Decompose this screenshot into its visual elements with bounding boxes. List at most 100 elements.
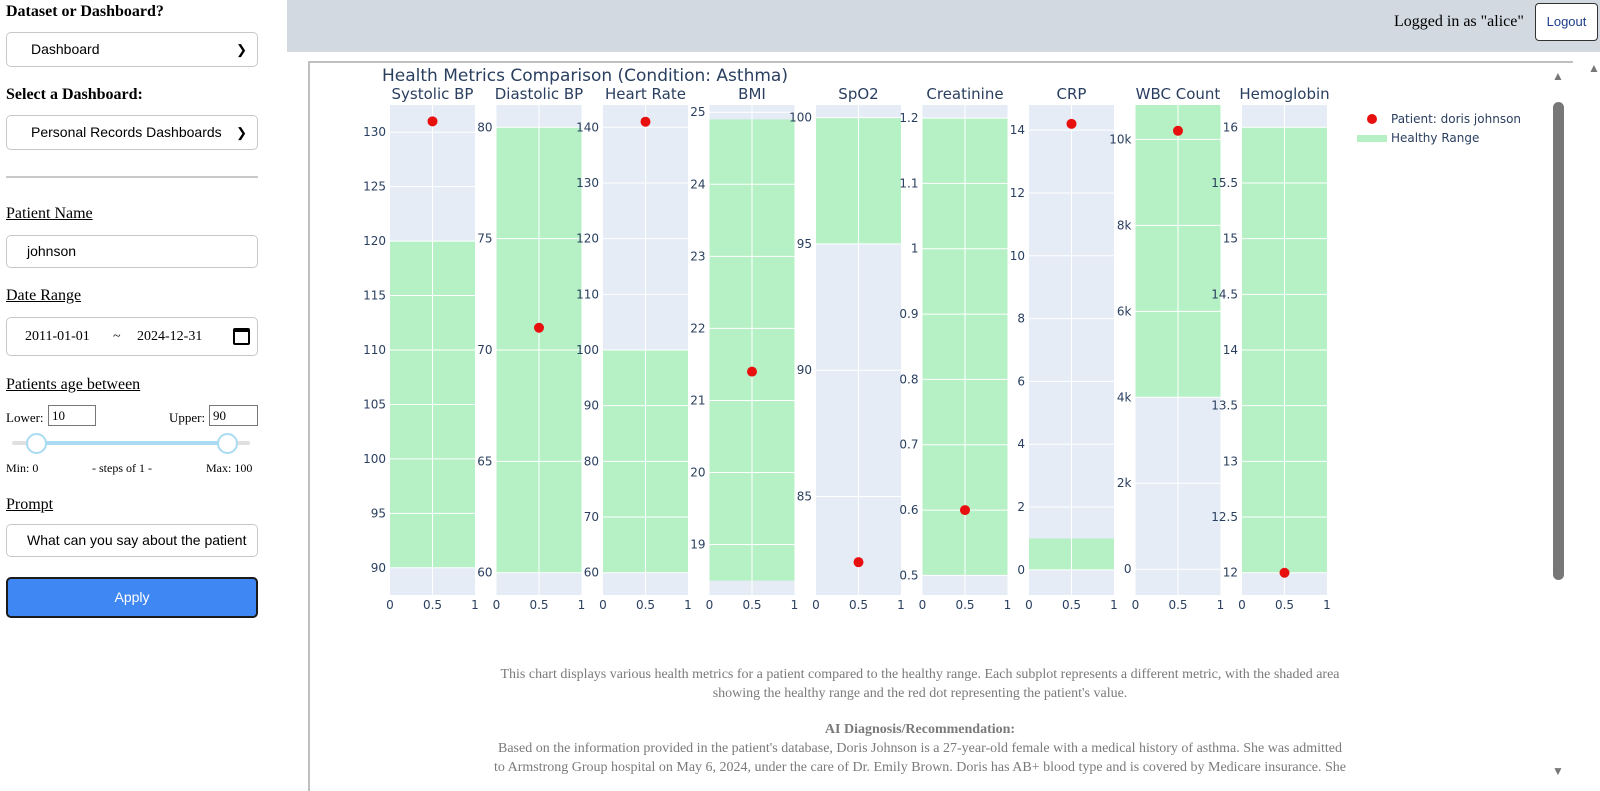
y-tick-label: 12 (1010, 186, 1025, 200)
y-tick-label: 6k (1117, 304, 1132, 318)
y-tick-label: 0.8 (899, 372, 918, 386)
y-tick-label: 14 (1010, 123, 1025, 137)
y-tick-label: 85 (797, 489, 812, 503)
age-slider-upper-handle[interactable] (217, 433, 238, 454)
x-tick-label: 0.5 (955, 598, 974, 612)
date-end[interactable]: 2024-12-31 (137, 329, 203, 344)
y-tick-label: 13.5 (1211, 399, 1238, 413)
y-tick-label: 60 (584, 566, 599, 580)
x-tick-label: 0.5 (1168, 598, 1187, 612)
lower-label: Lower: (6, 410, 44, 425)
patient-point (747, 366, 757, 377)
x-tick-label: 0 (1238, 598, 1246, 612)
chart-description-line-1: This chart displays various health metri… (500, 667, 1340, 682)
subplot-wbc-count: 0 2k 4k 6k 8k 10k 0 0.5 1 WBC Count (1109, 85, 1224, 612)
y-tick-label: 0.6 (899, 503, 918, 517)
subplot-heart-rate: 60 70 80 90 100 110 120 130 140 0 0.5 1 Heart Rate (576, 85, 692, 612)
y-tick-label: 4 (1017, 437, 1025, 451)
chart-legend[interactable]: Patient: doris johnson Healthy Range (1357, 112, 1521, 145)
y-tick-label: 16 (1223, 120, 1238, 134)
legend-healthy-label: Healthy Range (1391, 131, 1479, 145)
calendar-icon[interactable] (233, 328, 250, 345)
x-tick-label: 0.5 (529, 598, 548, 612)
y-tick-label: 24 (690, 177, 705, 191)
y-tick-label: 22 (690, 321, 705, 335)
subplot-title: BMI (738, 85, 766, 103)
dataset-dashboard-select-value: Dashboard (31, 41, 100, 57)
y-tick-label: 2k (1117, 476, 1132, 490)
y-tick-label: 0.9 (899, 307, 918, 321)
y-tick-label: 95 (371, 506, 386, 520)
subplot-title: WBC Count (1136, 85, 1221, 103)
lower-age-input[interactable]: 10 (48, 405, 96, 426)
y-tick-label: 120 (363, 234, 386, 248)
y-tick-label: 75 (477, 232, 492, 246)
y-tick-label: 21 (690, 393, 705, 407)
y-tick-label: 14 (1223, 343, 1238, 357)
x-tick-label: 0.5 (423, 598, 442, 612)
ai-diagnosis-title: AI Diagnosis/Recommendation: (824, 722, 1016, 737)
patient-name-input[interactable]: johnson (6, 235, 258, 268)
y-tick-label: 140 (576, 120, 599, 134)
logged-in-text: Logged in as "alice" (1394, 13, 1524, 30)
date-range-label: Date Range (6, 287, 82, 304)
subplot-title: Hemoglobin (1239, 85, 1329, 103)
legend-healthy-marker (1357, 135, 1387, 142)
y-tick-label: 80 (477, 120, 492, 134)
date-start[interactable]: 2011-01-01 (25, 329, 90, 344)
y-tick-label: 80 (584, 454, 599, 468)
date-range-picker[interactable]: 2011-01-01 ~ 2024-12-31 (6, 317, 258, 356)
y-tick-label: 25 (690, 105, 705, 119)
subplot-diastolic-bp: 60 65 70 75 80 0 0.5 1 Diastolic BP (477, 85, 585, 612)
y-tick-label: 110 (363, 343, 386, 357)
chart-title: Health Metrics Comparison (Condition: As… (382, 66, 788, 86)
x-tick-label: 0.5 (1275, 598, 1294, 612)
y-tick-label: 90 (371, 561, 386, 575)
age-range-label: Patients age between (6, 376, 141, 393)
patient-point (1173, 125, 1183, 136)
patient-point (534, 322, 544, 333)
top-bar (287, 0, 1600, 52)
x-tick-label: 1 (1323, 598, 1331, 612)
y-tick-label: 1 (911, 242, 919, 256)
subplot-crp: 0 2 4 6 8 10 12 14 0 0.5 1 CRP (1010, 85, 1118, 612)
x-tick-label: 0 (919, 598, 927, 612)
y-tick-label: 10 (1010, 249, 1025, 263)
subplot-title: Diastolic BP (495, 85, 583, 103)
subplot-bmi: 19 20 21 22 23 24 25 0 0.5 1 BMI (690, 85, 798, 612)
x-tick-label: 1 (791, 598, 799, 612)
y-tick-label: 15 (1223, 232, 1238, 246)
x-tick-label: 1 (1217, 598, 1225, 612)
y-tick-label: 19 (690, 538, 705, 552)
panel-scroll-up-icon[interactable]: ▲ (1552, 69, 1564, 83)
y-tick-label: 0.5 (899, 568, 918, 582)
panel-scrollbar-thumb[interactable] (1553, 102, 1564, 580)
y-tick-label: 13 (1223, 454, 1238, 468)
page-scroll-up-icon[interactable]: ▲ (1588, 61, 1600, 75)
slider-min-label: Min: 0 (6, 461, 39, 475)
panel-scroll-down-icon[interactable]: ▼ (1552, 764, 1564, 778)
y-tick-label: 1.2 (899, 111, 918, 125)
sidebar: Dataset or Dashboard? Dashboard ❯ Select… (0, 0, 287, 791)
prompt-input[interactable]: What can you say about the patient (6, 524, 258, 557)
patient-point (640, 116, 651, 127)
age-slider-lower-handle[interactable] (26, 433, 47, 454)
y-tick-label: 115 (363, 289, 386, 303)
y-tick-label: 8 (1017, 312, 1025, 326)
y-tick-label: 105 (363, 397, 386, 411)
subplot-title: SpO2 (838, 85, 878, 103)
dashboard-select[interactable]: Personal Records Dashboards ❯ (6, 115, 258, 150)
upper-age-input[interactable]: 90 (209, 405, 258, 426)
chevron-down-icon: ❯ (236, 125, 247, 140)
upper-label: Upper: (169, 410, 206, 425)
health-metrics-chart: Health Metrics Comparison (Condition: As… (363, 66, 1521, 612)
x-tick-label: 0 (1025, 598, 1033, 612)
y-tick-label: 120 (576, 232, 599, 246)
logout-button[interactable]: Logout (1535, 3, 1598, 41)
apply-button[interactable]: Apply (6, 577, 258, 618)
x-tick-label: 1 (471, 598, 479, 612)
dataset-dashboard-select[interactable]: Dashboard ❯ (6, 32, 258, 67)
prompt-label: Prompt (6, 496, 54, 513)
y-tick-label: 125 (363, 180, 386, 194)
x-tick-label: 0 (386, 598, 394, 612)
